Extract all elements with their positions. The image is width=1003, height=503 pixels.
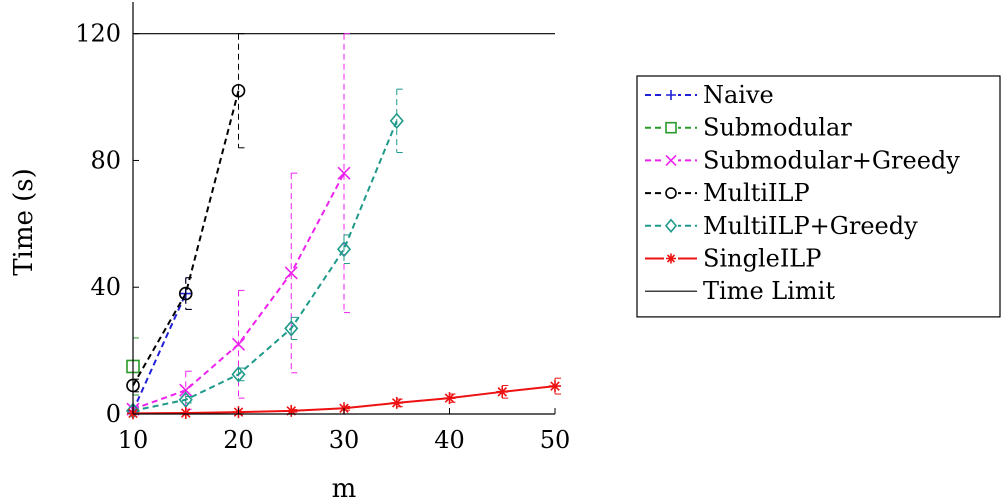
data-point (549, 380, 561, 393)
legend-entry-3: MultiILP (645, 179, 810, 207)
series-line (132, 172, 345, 411)
series-3 (126, 33, 246, 393)
x-tick-label: 40 (434, 426, 465, 454)
legend-label: Submodular (703, 114, 852, 142)
legend-label: MultiILP+Greedy (703, 212, 918, 240)
y-tick-label: 40 (90, 273, 121, 301)
x-tick-label: 30 (329, 426, 360, 454)
data-point (496, 385, 509, 398)
data-point (231, 366, 246, 383)
legend-entry-4: MultiILP+Greedy (645, 212, 918, 240)
plot-area (125, 33, 561, 420)
legend-marker (664, 218, 678, 234)
legend-box (636, 75, 1001, 318)
legend-entry-6: Time Limit (645, 277, 835, 305)
legend-label: SingleILP (703, 245, 821, 273)
x-tick-label: 50 (540, 426, 571, 454)
data-point (179, 383, 193, 397)
data-point (336, 240, 352, 258)
legend-marker (665, 121, 677, 134)
legend-label: Submodular+Greedy (703, 146, 960, 174)
x-axis-label: m (332, 474, 357, 503)
data-point (389, 112, 404, 130)
legend-marker (665, 154, 677, 166)
legend-entry-5: SingleILP (645, 245, 821, 273)
data-point (284, 266, 298, 280)
legend-label: Naive (703, 81, 774, 109)
data-point (285, 404, 298, 417)
legend-entry-1: Submodular (645, 114, 852, 142)
legend-marker (665, 187, 677, 199)
series-4 (125, 88, 404, 420)
legend-marker-bg (664, 120, 678, 135)
x-tick-label: 10 (118, 426, 149, 454)
legend-label: MultiILP (703, 179, 810, 207)
data-point (337, 166, 351, 180)
axes: 10 20 30 40 50 0 40 80 120 (75, 2, 570, 454)
data-point (178, 391, 193, 408)
data-point (284, 320, 299, 337)
data-point (179, 407, 192, 420)
data-point (231, 83, 246, 98)
x-tick-label: 20 (223, 426, 254, 454)
legend: Naive Submodular Submodular+Greedy MultiILP… (636, 75, 1001, 318)
legend-entry-2: Submodular+Greedy (645, 146, 960, 174)
legend-label: Time Limit (703, 277, 835, 305)
data-point (443, 392, 456, 405)
y-tick-label: 80 (90, 146, 121, 174)
legend-marker-bg (664, 218, 678, 233)
y-tick-label: 120 (75, 20, 121, 48)
legend-marker (666, 90, 676, 100)
y-tick-label: 0 (106, 400, 121, 428)
data-point (390, 396, 403, 409)
series-line (132, 293, 187, 412)
series-line (132, 90, 240, 386)
legend-entry-0: Naive (645, 81, 774, 109)
data-point (231, 337, 246, 351)
data-point (178, 286, 193, 301)
y-axis-label: Time (s) (9, 168, 39, 276)
series-line (132, 120, 398, 412)
legend-marker (666, 253, 676, 264)
